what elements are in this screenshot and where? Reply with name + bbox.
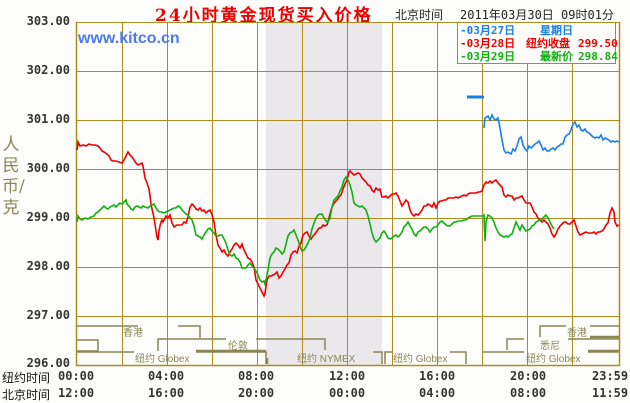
plot-frame bbox=[75, 22, 621, 367]
y-tick-299: 299.00 bbox=[26, 210, 70, 224]
market-label-globex-3: 纽约 Globex bbox=[526, 352, 580, 365]
bj-time-label: 北京时间 bbox=[2, 388, 51, 402]
ny-tick: 04:00 bbox=[148, 369, 185, 383]
ny-time-label: 纽约时间 bbox=[2, 371, 51, 385]
y-tick-301: 301.00 bbox=[26, 112, 70, 126]
market-label-hongkong-2: 香港 bbox=[567, 327, 587, 339]
nymex-shaded-region bbox=[266, 22, 382, 365]
y-tick-296: 296.00 bbox=[26, 356, 70, 370]
legend-date: -03月27日 bbox=[460, 24, 516, 37]
market-label-globex-2: 纽约 Globex bbox=[393, 352, 447, 365]
legend-value: 298.84 bbox=[578, 50, 618, 63]
y-axis-unit: 人民币/克 bbox=[2, 135, 25, 218]
market-sessions bbox=[77, 325, 619, 364]
beijing-time-label: 北京时间 bbox=[395, 8, 444, 22]
market-label-hongkong: 香港 bbox=[123, 327, 143, 339]
legend-label: 最新价 bbox=[540, 50, 573, 63]
ny-tick: 23:59 bbox=[592, 369, 629, 383]
ny-tick: 12:00 bbox=[329, 369, 366, 383]
legend-value: 299.50 bbox=[578, 37, 618, 50]
market-label-sydney: 悉尼 bbox=[540, 340, 560, 352]
y-tick-302: 302.00 bbox=[26, 63, 70, 77]
bj-tick: 20:00 bbox=[238, 386, 275, 400]
bj-tick: 08:00 bbox=[510, 386, 547, 400]
series-0328 bbox=[76, 139, 620, 299]
bj-tick: 00:00 bbox=[329, 386, 366, 400]
market-label-london: 伦敦 bbox=[228, 339, 248, 352]
bj-tick: 11:59 bbox=[592, 386, 629, 400]
bj-tick: 12:00 bbox=[58, 386, 95, 400]
market-label-globex-1: 纽约 Globex bbox=[135, 352, 189, 365]
site-watermark[interactable]: www.kitco.cn bbox=[78, 30, 180, 47]
market-labels: 香港 伦敦 纽约 Globex 纽约 NYMEX 纽约 Globex 香港 悉尼… bbox=[123, 327, 587, 365]
series-0327 bbox=[467, 95, 620, 156]
legend-label: 星期日 bbox=[540, 24, 573, 37]
bj-tick: 04:00 bbox=[419, 386, 456, 400]
ny-tick: 08:00 bbox=[238, 369, 275, 383]
legend: -03月27日 星期日 -03月28日 纽约收盘 299.50 -03月29日 … bbox=[457, 22, 618, 64]
ny-tick: 00:00 bbox=[58, 369, 95, 383]
y-tick-298: 298.00 bbox=[26, 259, 70, 273]
timestamp: 2011年03月30日 09时01分 bbox=[460, 8, 614, 22]
x-axis-bj-row: 北京时间 12:00 16:00 20:00 00:00 04:00 08:00… bbox=[0, 386, 630, 402]
y-tick-303: 303.00 bbox=[26, 14, 70, 28]
bj-tick: 16:00 bbox=[148, 386, 185, 400]
legend-label: 纽约收盘 bbox=[526, 37, 570, 50]
ny-tick: 20:00 bbox=[510, 369, 547, 383]
series-0329 bbox=[76, 175, 555, 287]
x-axis-ny-row: 纽约时间 00:00 04:00 08:00 12:00 16:00 20:00… bbox=[0, 369, 630, 385]
y-tick-297: 297.00 bbox=[26, 308, 70, 322]
y-tick-300: 300.00 bbox=[26, 161, 70, 175]
market-label-nymex: 纽约 NYMEX bbox=[297, 352, 356, 365]
ny-tick: 16:00 bbox=[419, 369, 456, 383]
legend-date: -03月28日 bbox=[460, 37, 516, 50]
legend-date: -03月29日 bbox=[460, 50, 516, 63]
chart-title: 24小时黄金现货买入价格 bbox=[155, 6, 373, 26]
vertical-gridlines bbox=[122, 22, 573, 365]
